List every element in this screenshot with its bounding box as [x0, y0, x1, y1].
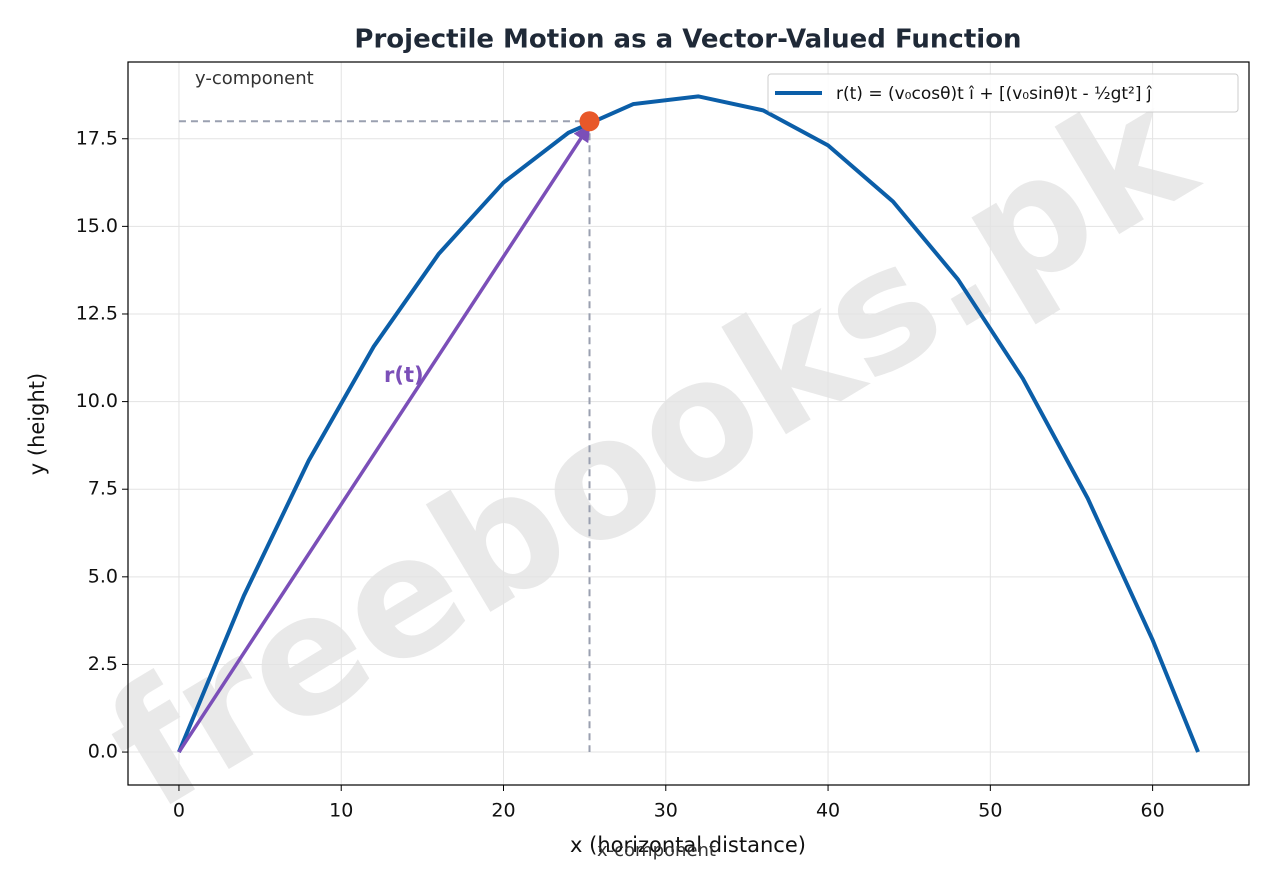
- y-axis-label: y (height): [25, 373, 49, 475]
- y-tick-label: 5.0: [88, 565, 118, 587]
- x-tick-label: 0: [173, 800, 185, 822]
- x-tick-label: 10: [329, 800, 353, 822]
- legend: r(t) = (v₀cosθ)t î + [(v₀sinθ)t - ½gt²] …: [767, 73, 1239, 113]
- position-vector: [177, 123, 591, 754]
- legend-box: [767, 73, 1239, 113]
- chart-title: Projectile Motion as a Vector-Valued Fun…: [354, 25, 1021, 55]
- vector-label: r(t): [384, 363, 424, 387]
- x-tick-label: 20: [491, 800, 515, 822]
- x-tick-label: 40: [816, 800, 840, 822]
- plot-frame: [127, 61, 1250, 786]
- y-tick-label: 17.5: [76, 127, 118, 149]
- x-tick-label: 60: [1141, 800, 1165, 822]
- y-tick-label: 10.0: [76, 390, 118, 412]
- trajectory: [177, 94, 1200, 753]
- point: [579, 111, 600, 132]
- legend-label: r(t) = (v₀cosθ)t î + [(v₀sinθ)t - ½gt²] …: [836, 84, 1153, 104]
- y-tick-label: 12.5: [76, 302, 118, 324]
- x-tick-label: 50: [978, 800, 1002, 822]
- x-axis-label: x (horizontal distance): [570, 833, 806, 857]
- y-tick-label: 7.5: [88, 478, 118, 500]
- y-tick-label: 15.0: [76, 215, 118, 237]
- x-tick-label: 30: [654, 800, 678, 822]
- y-tick-label: 2.5: [88, 653, 118, 675]
- y-component-label: y-component: [195, 68, 314, 89]
- watermark: freebooks.pk: [77, 52, 1225, 847]
- y-tick-label: 0.0: [88, 741, 118, 763]
- x-component-label: x-component: [597, 840, 716, 861]
